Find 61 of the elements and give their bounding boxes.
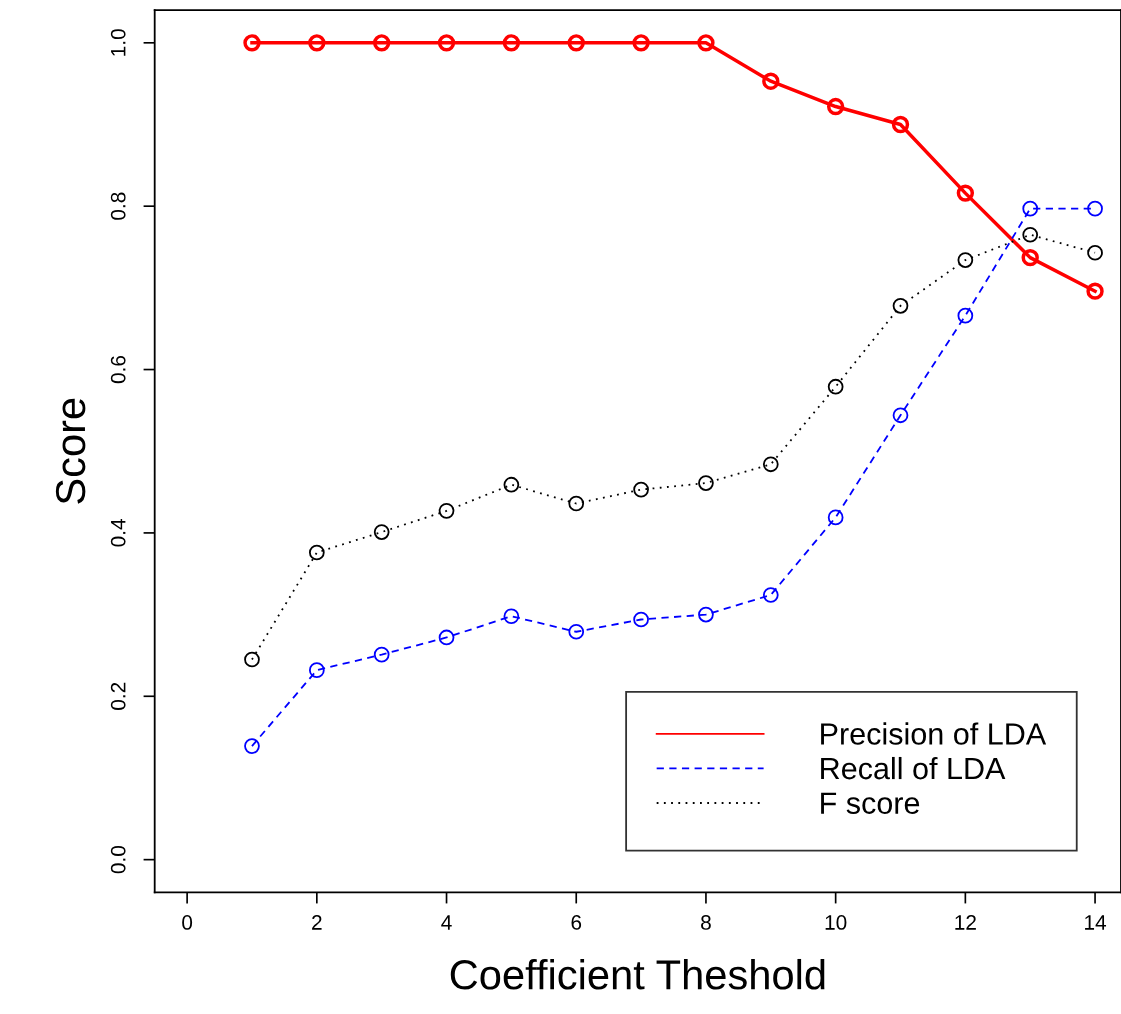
x-tick-label: 12 — [955, 915, 976, 930]
x-tick-label: 10 — [825, 915, 847, 930]
point — [1022, 200, 1039, 217]
x-axis-title: Coefficient Theshold — [450, 958, 825, 990]
point — [633, 481, 649, 498]
point — [438, 629, 455, 646]
point — [827, 509, 844, 526]
point — [956, 184, 975, 202]
point — [762, 456, 779, 473]
point — [503, 476, 520, 493]
point — [243, 34, 261, 52]
x-tick-label: 14 — [1085, 915, 1107, 930]
point — [698, 606, 714, 623]
y-tick-label: 0.4 — [110, 519, 126, 547]
point — [373, 34, 391, 52]
point — [697, 34, 715, 52]
point — [502, 34, 521, 52]
y-tick-label: 0.8 — [110, 192, 126, 220]
y-tick-label: 0.2 — [110, 682, 126, 710]
point — [1022, 226, 1039, 243]
point — [567, 34, 585, 52]
y-tick-label: 1.0 — [110, 29, 126, 56]
point — [244, 738, 260, 754]
point — [437, 34, 456, 52]
y-tick-label: 0.0 — [110, 845, 126, 874]
x-tick-label: 0 — [182, 915, 193, 930]
x-tick-label: 2 — [312, 915, 322, 930]
point — [957, 252, 974, 268]
point — [503, 608, 520, 625]
point — [892, 297, 909, 314]
point — [568, 495, 585, 512]
y-axis-title: Score — [55, 398, 86, 504]
point — [373, 524, 390, 540]
legend-label: Recall of LDA — [821, 756, 1006, 780]
point — [308, 544, 325, 561]
point — [762, 587, 779, 603]
point — [762, 72, 780, 90]
point — [308, 662, 325, 678]
point — [827, 378, 844, 395]
point — [891, 115, 910, 134]
point — [308, 34, 326, 52]
legend-label: F score — [821, 792, 920, 814]
point — [633, 611, 649, 628]
point — [957, 307, 974, 324]
point — [1087, 244, 1103, 261]
point — [826, 97, 845, 116]
point — [244, 651, 260, 668]
x-tick-label: 8 — [701, 915, 711, 930]
point — [632, 34, 650, 52]
point — [892, 407, 909, 424]
point — [438, 503, 455, 519]
point — [568, 623, 585, 640]
y-tick-label: 0.6 — [110, 355, 126, 384]
point — [1087, 200, 1103, 217]
x-tick-label: 6 — [571, 915, 582, 930]
legend-label: Precision of LDA — [821, 722, 1047, 745]
point — [373, 646, 390, 663]
point — [1086, 282, 1104, 300]
point — [1021, 248, 1039, 267]
point — [698, 475, 714, 491]
x-tick-label: 4 — [441, 915, 452, 930]
